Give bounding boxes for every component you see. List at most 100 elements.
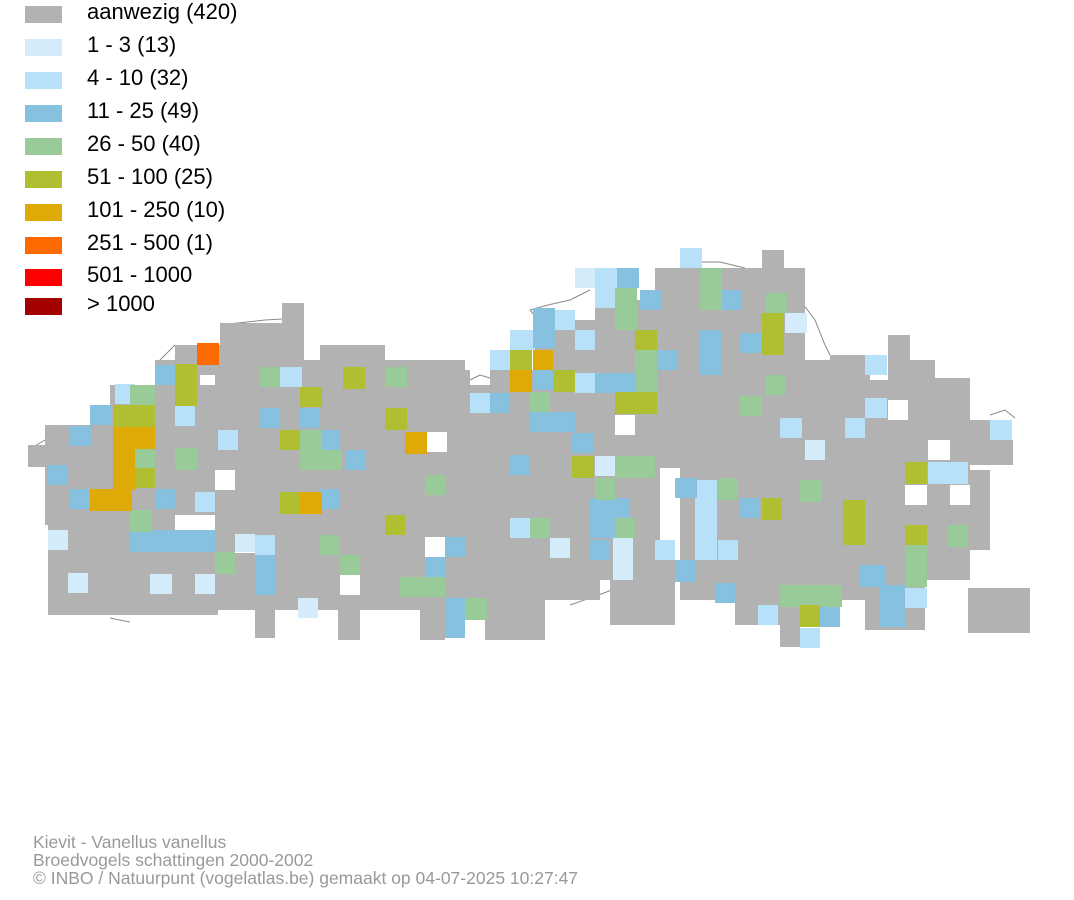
abundance-cell xyxy=(740,396,762,416)
legend-item: 501 - 1000 xyxy=(25,263,325,291)
abundance-cell xyxy=(715,583,735,603)
abundance-cell xyxy=(235,534,255,552)
copyright-text: © INBO / Natuurpunt (vogelatlas.be) gema… xyxy=(33,868,579,888)
abundance-cell xyxy=(695,480,717,560)
abundance-cell xyxy=(70,426,92,446)
map-region-block xyxy=(338,595,360,640)
abundance-cell xyxy=(260,408,280,428)
abundance-cell xyxy=(765,293,787,313)
abundance-cell xyxy=(617,268,639,288)
abundance-cell xyxy=(843,500,865,545)
abundance-cell xyxy=(905,588,927,608)
abundance-cell xyxy=(510,370,532,392)
abundance-cell xyxy=(740,498,760,518)
abundance-cell xyxy=(400,577,445,597)
legend-swatch xyxy=(25,39,62,56)
map-region-block xyxy=(300,585,340,600)
abundance-cell xyxy=(948,525,968,547)
abundance-cell xyxy=(780,585,842,607)
legend-swatch xyxy=(25,138,62,155)
abundance-cell xyxy=(680,248,702,268)
abundance-cell xyxy=(175,364,197,406)
legend-label: 4 - 10 (32) xyxy=(87,65,189,90)
abundance-cell xyxy=(155,489,175,509)
legend-swatch xyxy=(25,171,62,188)
abundance-cell xyxy=(595,478,615,500)
abundance-cell xyxy=(762,313,784,355)
abundance-cell xyxy=(130,510,152,532)
abundance-cell xyxy=(175,448,197,470)
legend-label: 251 - 500 (1) xyxy=(87,230,213,255)
abundance-cell xyxy=(197,343,219,365)
abundance-cell xyxy=(700,268,722,310)
abundance-cell xyxy=(113,405,155,427)
abundance-cell xyxy=(865,355,887,375)
border-line xyxy=(469,374,491,381)
abundance-cell xyxy=(320,430,340,450)
abundance-cell xyxy=(990,420,1012,440)
abundance-cell xyxy=(255,555,275,595)
abundance-cell xyxy=(555,310,575,330)
legend-label: > 1000 xyxy=(87,291,155,316)
abundance-cell xyxy=(575,268,597,288)
abundance-cell xyxy=(510,455,530,475)
abundance-cell xyxy=(905,525,927,545)
abundance-cell xyxy=(553,370,575,392)
abundance-cell xyxy=(595,456,615,476)
abundance-cell xyxy=(762,498,782,520)
legend-swatch xyxy=(25,237,62,254)
empty-cell xyxy=(340,575,360,595)
abundance-cell xyxy=(675,560,695,582)
abundance-cell xyxy=(758,605,778,625)
abundance-cell xyxy=(300,430,322,470)
abundance-cell xyxy=(510,518,530,538)
abundance-cell xyxy=(470,393,490,413)
abundance-cell xyxy=(530,518,550,538)
abundance-cell xyxy=(320,535,340,555)
abundance-cell xyxy=(385,515,405,535)
abundance-cell xyxy=(820,605,840,627)
abundance-cell xyxy=(905,545,927,587)
abundance-cell xyxy=(298,598,318,618)
abundance-cell xyxy=(880,585,905,627)
abundance-cell xyxy=(615,392,657,414)
legend-swatch xyxy=(25,6,62,23)
abundance-cell xyxy=(572,433,594,453)
abundance-cell xyxy=(445,598,465,638)
map-region-block xyxy=(988,440,1013,465)
legend-swatch xyxy=(25,72,62,89)
legend-label: 1 - 3 (13) xyxy=(87,32,177,57)
map-region-block xyxy=(282,303,304,363)
abundance-cell xyxy=(720,290,742,310)
abundance-cell xyxy=(405,432,427,454)
empty-cell xyxy=(425,432,447,452)
abundance-cell xyxy=(510,350,532,370)
abundance-cell xyxy=(590,540,610,560)
empty-cell xyxy=(215,470,235,490)
abundance-cell xyxy=(613,538,633,580)
empty-cell xyxy=(425,537,445,557)
abundance-cell xyxy=(260,367,280,387)
abundance-cell xyxy=(385,367,407,387)
abundance-cell xyxy=(343,367,365,389)
abundance-cell xyxy=(575,330,595,350)
abundance-cell xyxy=(533,308,555,348)
abundance-cell xyxy=(615,288,637,330)
empty-cell xyxy=(928,440,950,460)
map-region-block xyxy=(888,335,910,385)
map-region-block xyxy=(988,610,1030,630)
legend-swatch xyxy=(25,269,62,286)
abundance-cell xyxy=(255,535,275,555)
map-region-block xyxy=(255,590,275,638)
abundance-cell xyxy=(133,468,155,488)
abundance-cell xyxy=(425,557,445,577)
legend-item: > 1000 xyxy=(25,292,325,320)
abundance-cell xyxy=(533,350,553,370)
map-region-block xyxy=(170,590,255,610)
abundance-cell xyxy=(215,552,235,574)
abundance-cell xyxy=(905,462,927,484)
abundance-cell xyxy=(385,408,407,430)
abundance-cell xyxy=(68,573,88,593)
abundance-cell xyxy=(595,268,617,308)
